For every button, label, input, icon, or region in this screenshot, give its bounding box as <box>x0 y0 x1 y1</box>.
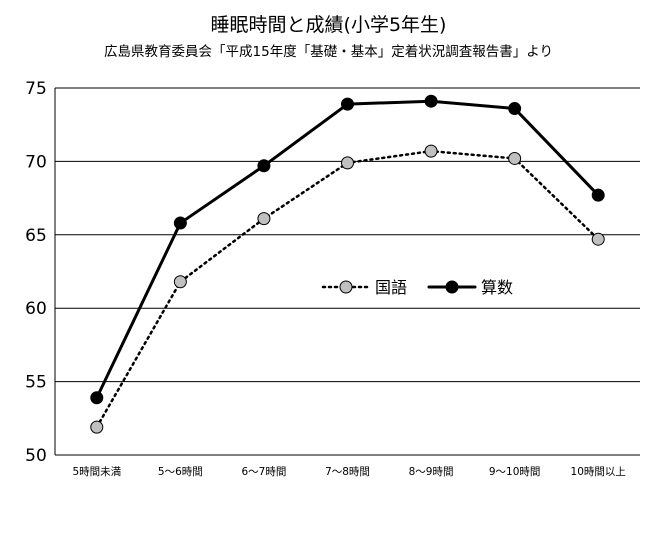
data-point-0-5 <box>508 151 522 165</box>
legend-label-0: 国語 <box>375 278 407 297</box>
data-point-1-6 <box>591 188 605 202</box>
legend-marker-1 <box>445 280 459 294</box>
x-tick-label-4: 8～9時間 <box>409 466 454 478</box>
x-tick-label-5: 9～10時間 <box>489 466 541 478</box>
y-tick-label-70: 70 <box>25 152 47 172</box>
data-point-1-5 <box>508 102 522 116</box>
data-point-0-1 <box>173 275 187 289</box>
data-point-0-4 <box>424 144 438 158</box>
data-point-0-6 <box>591 232 605 246</box>
y-tick-label-75: 75 <box>25 79 47 99</box>
data-point-0-3 <box>341 156 354 170</box>
legend-marker-0 <box>339 280 353 294</box>
series-line-1 <box>95 99 600 400</box>
y-tick-label-50: 50 <box>25 446 47 466</box>
legend-label-1: 算数 <box>481 278 513 297</box>
data-point-1-4 <box>424 94 438 108</box>
series <box>90 94 605 434</box>
data-point-1-3 <box>341 97 354 111</box>
data-point-1-1 <box>173 216 187 230</box>
legend: 国語 算数 <box>321 278 513 297</box>
x-tick-label-1: 5～6時間 <box>158 466 203 478</box>
data-point-0-0 <box>90 420 104 434</box>
y-tick-label-60: 60 <box>25 299 47 319</box>
chart-subtitle: 広島県教育委員会「平成15年度「基礎・基本」定着状況調査報告書」より <box>104 44 553 60</box>
gridlines <box>55 87 640 383</box>
data-point-1-2 <box>257 159 271 173</box>
x-tick-label-0: 5時間未満 <box>72 466 121 478</box>
y-tick-label-65: 65 <box>25 226 47 246</box>
x-tick-label-3: 7～8時間 <box>325 466 370 478</box>
data-point-0-2 <box>257 212 271 226</box>
data-point-1-0 <box>90 391 104 405</box>
x-tick-label-6: 10時間以上 <box>571 466 626 478</box>
x-tick-label-2: 6～7時間 <box>241 466 286 478</box>
y-tick-label-55: 55 <box>25 373 47 393</box>
axes: 50 55 60 65 70 75 5時間未満 5～6時間 6～7時間 7～8時間 8～9時間 9～1… <box>25 79 640 478</box>
chart-title: 睡眠時間と成績(小学5年生) <box>210 14 447 36</box>
